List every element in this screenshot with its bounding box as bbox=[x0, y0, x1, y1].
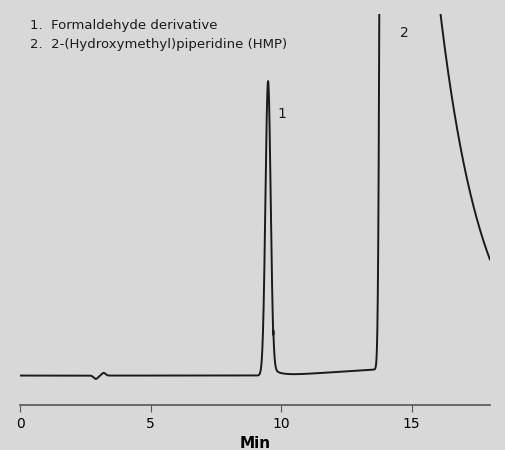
Text: 1: 1 bbox=[277, 107, 286, 121]
X-axis label: Min: Min bbox=[239, 436, 271, 450]
Text: 1.  Formaldehyde derivative
2.  2-(Hydroxymethyl)piperidine (HMP): 1. Formaldehyde derivative 2. 2-(Hydroxy… bbox=[30, 19, 287, 51]
Text: 2: 2 bbox=[400, 26, 409, 40]
